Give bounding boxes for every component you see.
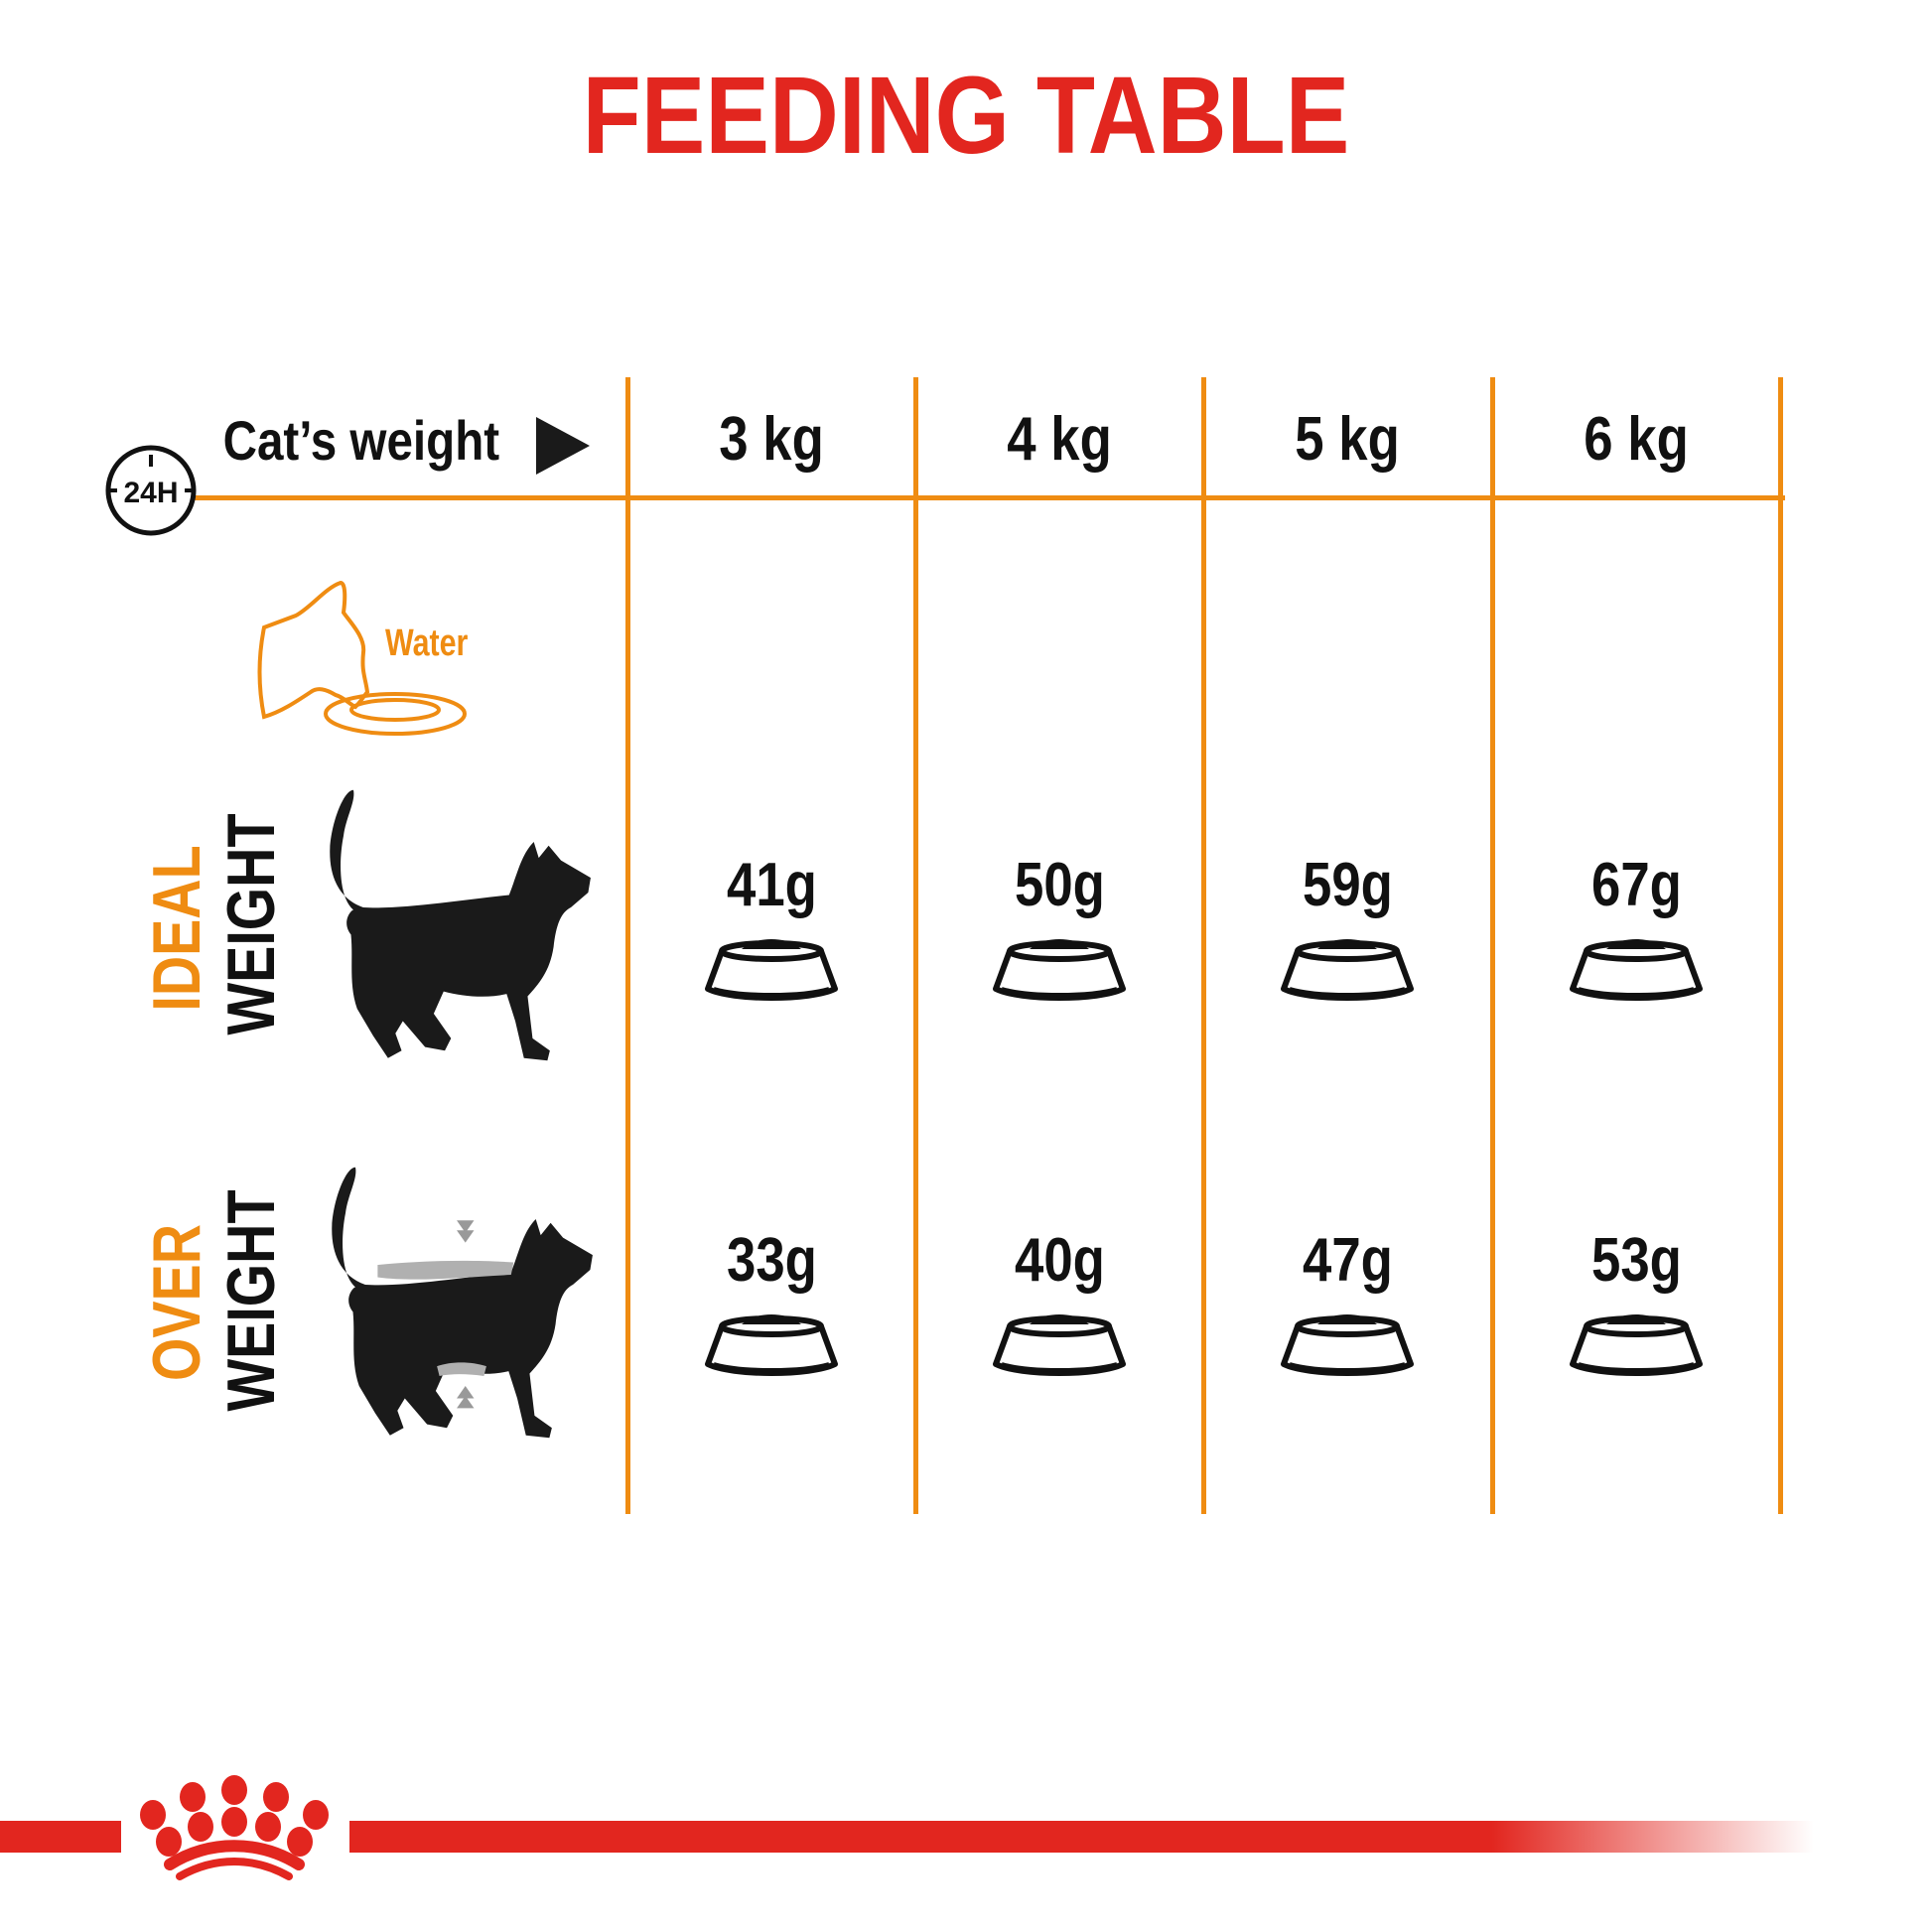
weight-header-4kg: 4 kg bbox=[1007, 405, 1112, 474]
royal-canin-crown-logo bbox=[140, 1775, 329, 1880]
grid-line bbox=[1201, 377, 1206, 1514]
brand-bar-right bbox=[349, 1821, 1814, 1853]
portion-value: 33g bbox=[726, 1226, 817, 1295]
grid-line bbox=[1490, 377, 1495, 1514]
food-bowl-icon bbox=[1278, 937, 1417, 1001]
food-bowl-icon bbox=[1567, 937, 1706, 1001]
weight-header-6kg: 6 kg bbox=[1584, 405, 1689, 474]
weight-header-5kg: 5 kg bbox=[1295, 405, 1400, 474]
svg-text:24H: 24H bbox=[123, 477, 178, 509]
row-label-ideal-weight: WEIGHT bbox=[213, 813, 289, 1035]
food-bowl-icon bbox=[1567, 1312, 1706, 1376]
cat-overweight-icon bbox=[332, 1167, 593, 1439]
cat-ideal-weight-icon bbox=[330, 789, 591, 1061]
food-bowl-icon bbox=[990, 1312, 1129, 1376]
food-bowl-icon bbox=[702, 937, 841, 1001]
24h-clock-icon: 24H bbox=[105, 445, 197, 536]
play-triangle-icon bbox=[536, 417, 590, 475]
portion-value: 50g bbox=[1014, 851, 1105, 919]
header-divider bbox=[192, 495, 1785, 500]
row-label-over-weight: WEIGHT bbox=[213, 1189, 289, 1412]
food-bowl-icon bbox=[1278, 1312, 1417, 1376]
portion-value: 53g bbox=[1590, 1226, 1682, 1295]
row-label-over: OVER bbox=[139, 1223, 214, 1382]
portion-value: 59g bbox=[1302, 851, 1393, 919]
cat-drinking-water-icon bbox=[257, 580, 467, 736]
brand-bar-left bbox=[0, 1821, 121, 1853]
portion-value: 41g bbox=[726, 851, 817, 919]
water-label: Water bbox=[385, 622, 469, 664]
weight-header-3kg: 3 kg bbox=[719, 405, 824, 474]
grid-line bbox=[1778, 377, 1783, 1514]
portion-value: 47g bbox=[1302, 1226, 1393, 1295]
portion-value: 40g bbox=[1014, 1226, 1105, 1295]
grid-line bbox=[625, 377, 630, 1514]
row-label-ideal: IDEAL bbox=[139, 845, 214, 1012]
food-bowl-icon bbox=[990, 937, 1129, 1001]
cats-weight-label: Cat’s weight bbox=[222, 409, 500, 472]
food-bowl-icon bbox=[702, 1312, 841, 1376]
page-title: FEEDING TABLE bbox=[582, 55, 1350, 177]
portion-value: 67g bbox=[1590, 851, 1682, 919]
grid-line bbox=[913, 377, 918, 1514]
